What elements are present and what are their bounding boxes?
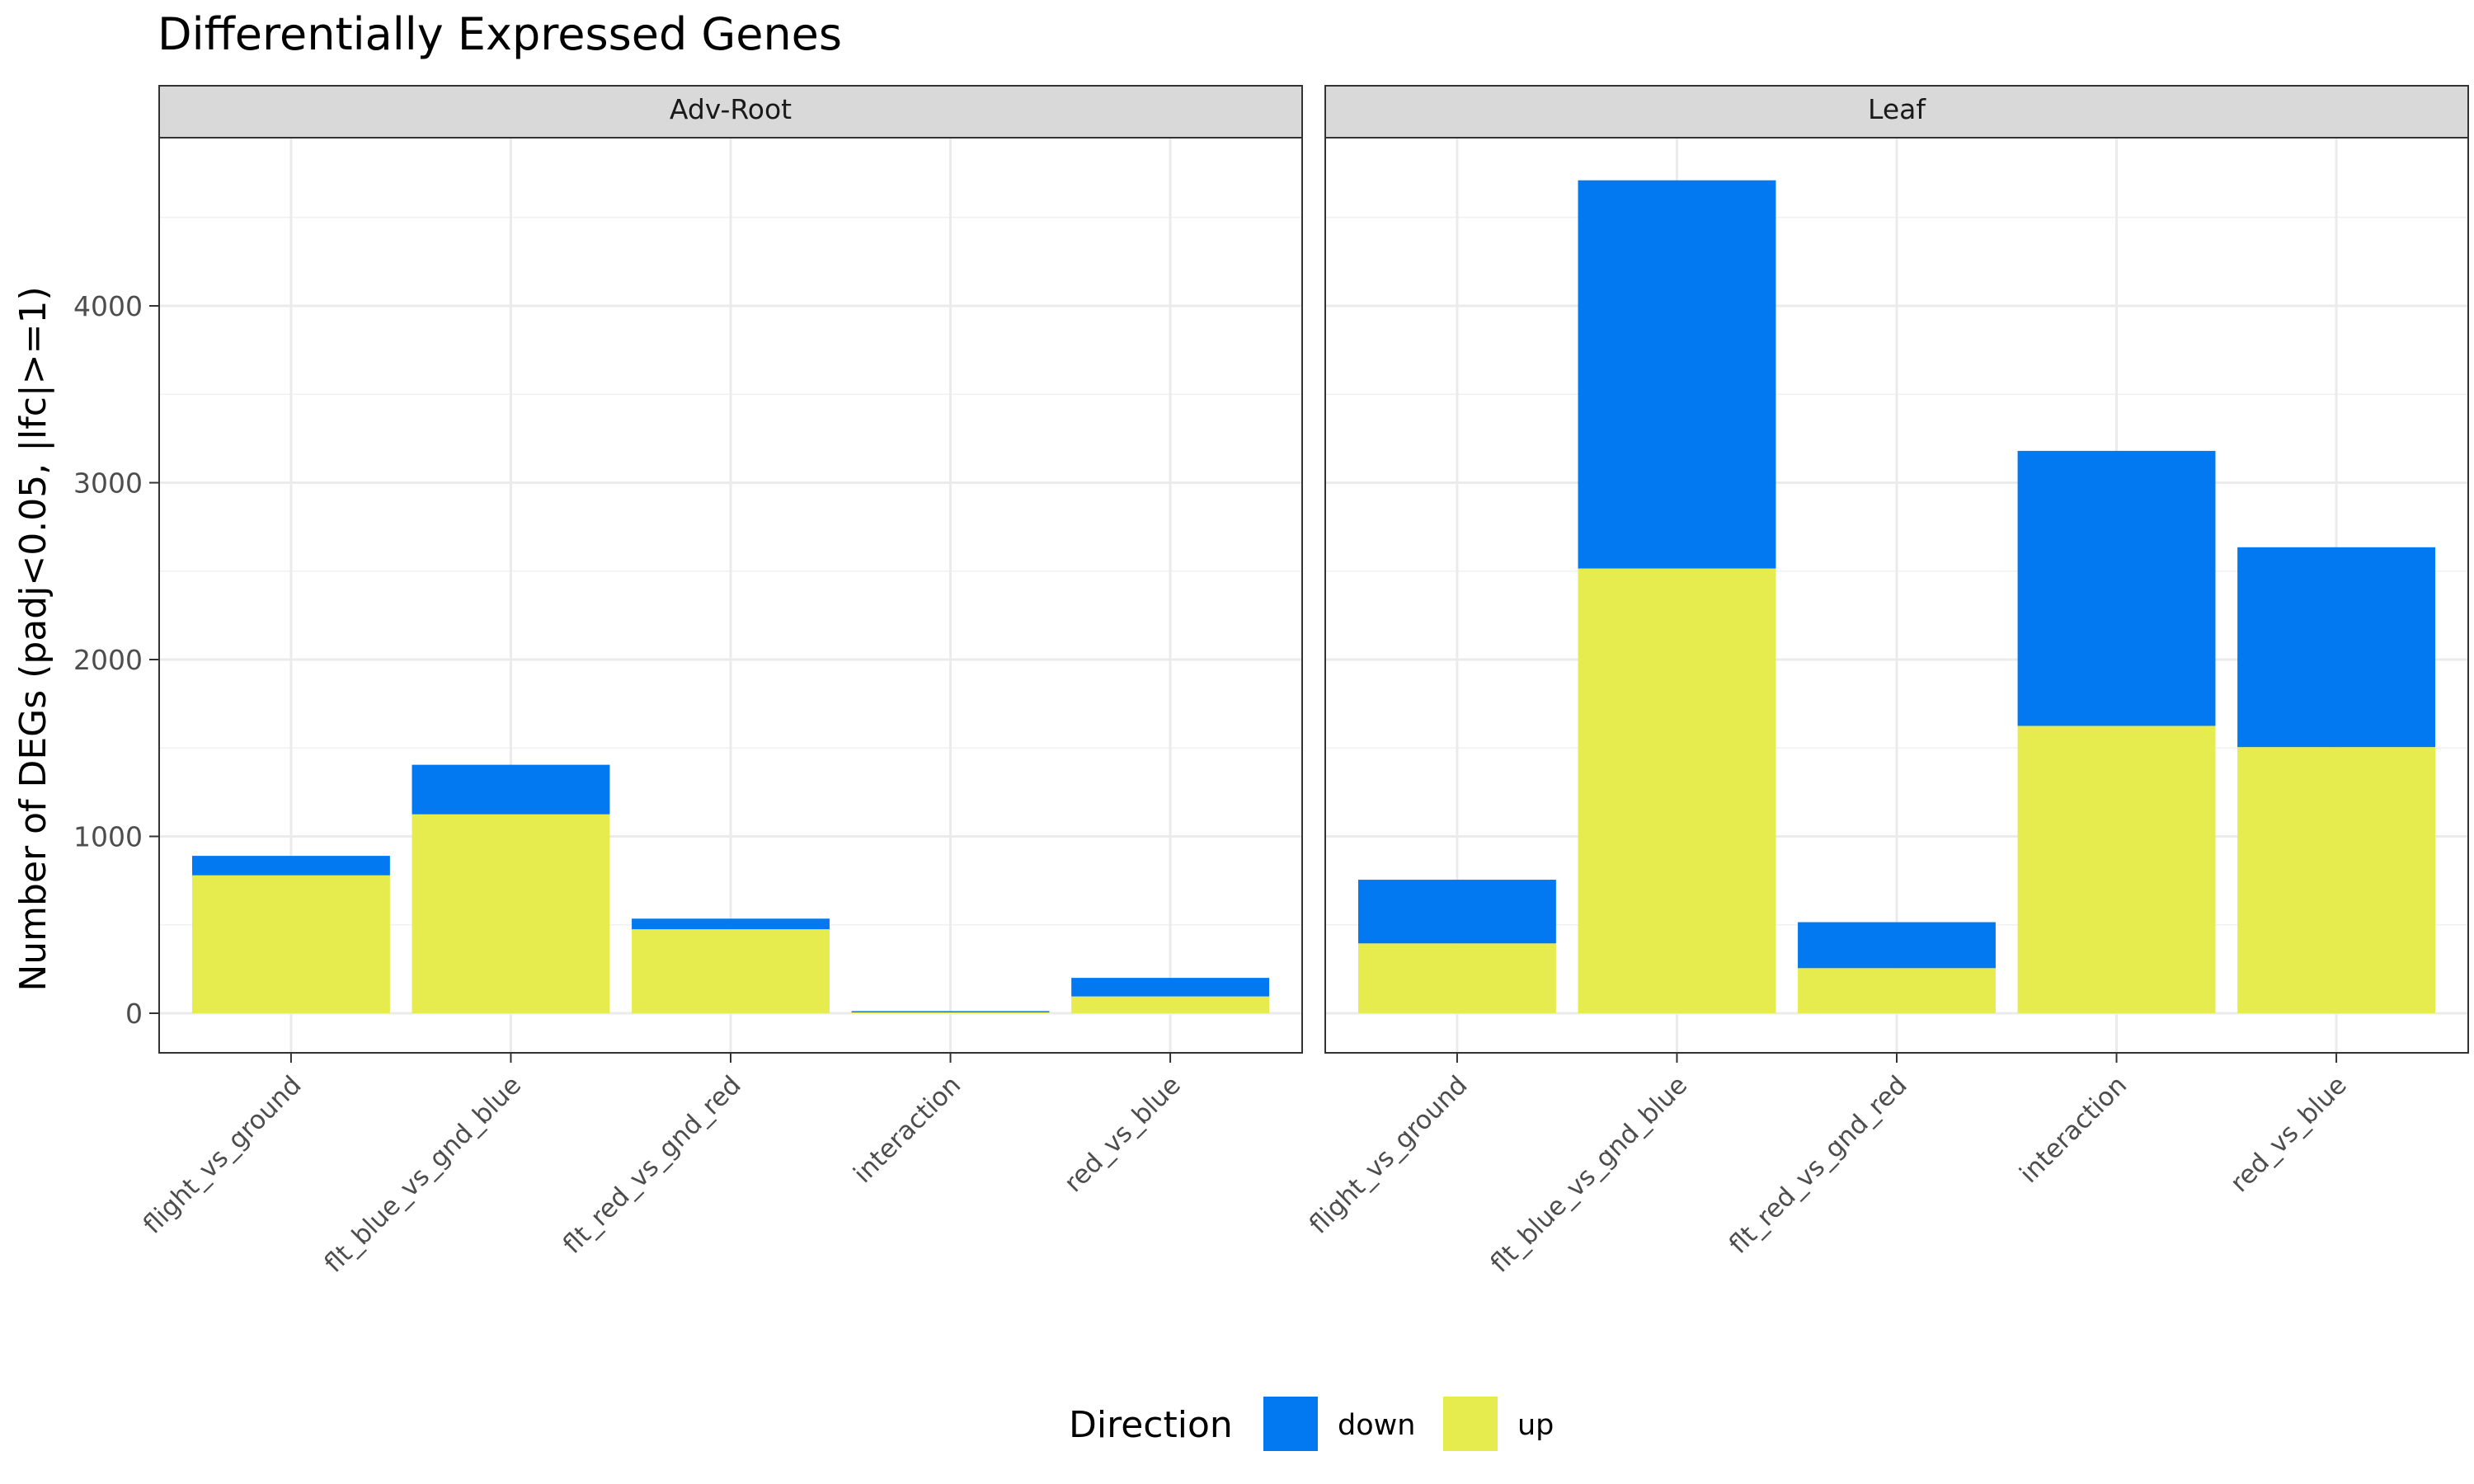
y-tick-label: 4000 [73, 290, 143, 322]
bar-up-flt_red_vs_gnd_red [632, 929, 830, 1013]
bar-down-red_vs_blue [2237, 547, 2436, 748]
bar-up-flt_red_vs_gnd_red [1798, 968, 1996, 1013]
bar-down-interaction [2017, 450, 2216, 726]
x-tick-label: interaction [848, 1070, 967, 1189]
facet-strip-label: Leaf [1868, 93, 1926, 125]
facet-strip-label: Adv-Root [670, 93, 792, 125]
legend-key-up [1443, 1397, 1498, 1451]
y-tick-label: 2000 [73, 644, 143, 676]
y-tick-label: 1000 [73, 821, 143, 853]
bar-down-red_vs_blue [1071, 978, 1270, 997]
x-tick-label: flt_blue_vs_gnd_blue [319, 1070, 528, 1279]
facet-strip [158, 85, 1303, 139]
x-tick-label: flt_red_vs_gnd_red [557, 1070, 747, 1260]
bar-down-interaction [851, 1011, 1050, 1012]
legend-label-up: up [1517, 1409, 1554, 1442]
bar-up-flight_vs_ground [1357, 943, 1556, 1013]
x-tick-label: flight_vs_ground [1304, 1070, 1474, 1240]
bar-down-flt_red_vs_gnd_red [632, 918, 830, 930]
x-tick-label: red_vs_blue [2225, 1070, 2353, 1198]
y-tick-label: 3000 [73, 467, 143, 500]
facet-leaf: Leaf flight_vs_ground flt_blue_vs_gnd_blue… [1304, 85, 2469, 1279]
bar-up-flt_blue_vs_gnd_blue [412, 814, 610, 1013]
facet-adv-root: Adv-Root flight_vs_ground flt_blue_vs_gnd_… [73, 85, 1303, 1279]
bar-down-flight_vs_ground [1357, 880, 1556, 944]
bar-down-flt_red_vs_gnd_red [1798, 922, 1996, 969]
bar-down-flt_blue_vs_gnd_blue [412, 764, 610, 815]
x-tick-label: flt_blue_vs_gnd_blue [1485, 1070, 1694, 1279]
bar-up-interaction [851, 1012, 1050, 1013]
bar-down-flt_blue_vs_gnd_blue [1578, 180, 1776, 569]
legend: Direction down up [1069, 1397, 1554, 1451]
y-tick-label: 0 [125, 998, 143, 1030]
x-tick-label: flight_vs_ground [138, 1070, 308, 1240]
bar-up-red_vs_blue [1071, 996, 1270, 1013]
bar-up-flight_vs_ground [191, 875, 390, 1013]
x-tick-label: red_vs_blue [1059, 1070, 1187, 1198]
chart-title: Differentially Expressed Genes [158, 8, 842, 60]
legend-key-down [1263, 1397, 1318, 1451]
x-tick-label: flt_red_vs_gnd_red [1724, 1070, 1913, 1260]
y-axis-label: Number of DEGs (padj<0.05, |lfc|>=1) [12, 286, 54, 991]
bar-up-interaction [2017, 726, 2216, 1013]
bar-up-flt_blue_vs_gnd_blue [1578, 568, 1776, 1013]
legend-label-down: down [1338, 1409, 1415, 1442]
x-tick-label: interaction [2014, 1070, 2133, 1189]
bar-up-red_vs_blue [2237, 747, 2436, 1013]
legend-title: Direction [1069, 1404, 1233, 1446]
bar-down-flight_vs_ground [191, 856, 390, 876]
